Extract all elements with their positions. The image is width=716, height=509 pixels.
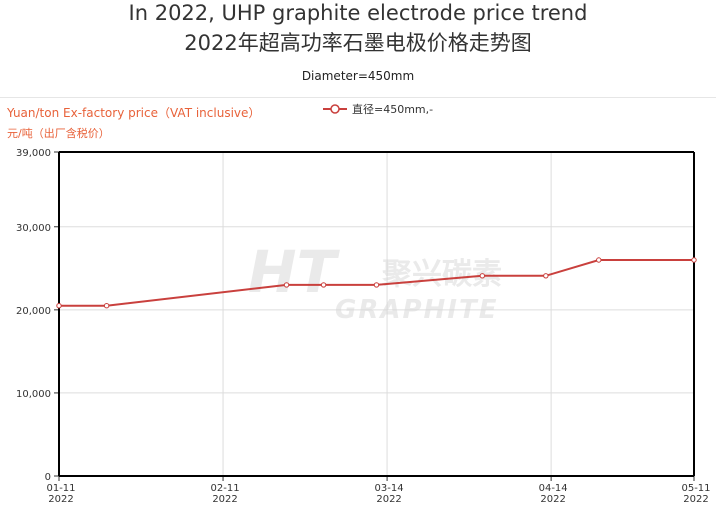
data-point[interactable] <box>103 302 110 309</box>
x-tick-label: 01-11 <box>46 483 75 494</box>
x-tick-year-label: 2022 <box>376 494 401 505</box>
watermark-word: GRAPHITE <box>335 295 498 325</box>
chart-title-zh: 2022年超高功率石墨电极价格走势图 <box>184 31 532 55</box>
x-tick-label: 05-11 <box>681 483 710 494</box>
x-tick-year-label: 2022 <box>540 494 565 505</box>
x-tick-label: 03-14 <box>375 483 404 494</box>
chart-title-en: In 2022, UHP graphite electrode price tr… <box>128 1 588 25</box>
y-tick-label: 10,000 <box>16 389 51 400</box>
legend-line-icon <box>323 104 347 114</box>
y-tick-label: 39,000 <box>16 148 51 159</box>
legend[interactable]: 直径=450mm,- <box>322 101 433 117</box>
data-point[interactable] <box>373 282 380 288</box>
data-point[interactable] <box>283 282 290 288</box>
series <box>56 257 697 309</box>
data-point[interactable] <box>320 282 327 288</box>
y-tick-label: 30,000 <box>16 223 51 234</box>
x-tick-year-label: 2022 <box>683 494 708 505</box>
x-tick-year-label: 2022 <box>48 494 73 505</box>
data-point[interactable] <box>56 302 62 309</box>
x-tick-year-label: 2022 <box>212 494 237 505</box>
axes <box>54 151 695 481</box>
data-point[interactable] <box>596 257 602 263</box>
x-tick-label: 02-11 <box>211 483 240 494</box>
y-tick-label: 0 <box>45 472 51 483</box>
watermark-logo: HT 聚兴碳素 GRAPHITE <box>248 238 502 325</box>
chart-subtitle: Diameter=450mm <box>301 69 415 83</box>
legend-series-label: 直径=450mm,- <box>352 103 434 116</box>
x-tick-label: 04-14 <box>539 483 568 494</box>
data-point[interactable] <box>691 257 697 263</box>
data-point[interactable] <box>543 273 549 279</box>
y-axis-unit-en: Yuan/ton Ex-factory price（VAT inclusive） <box>7 106 261 120</box>
watermark-mark: HT <box>248 238 341 306</box>
y-tick-label: 20,000 <box>16 306 51 317</box>
y-axis-unit-zh: 元/吨（出厂含税价） <box>7 127 110 140</box>
tick-labels: 010,00020,00030,00039,00001-11202202-112… <box>16 148 711 505</box>
data-point[interactable] <box>479 273 486 279</box>
header-divider <box>0 97 716 98</box>
